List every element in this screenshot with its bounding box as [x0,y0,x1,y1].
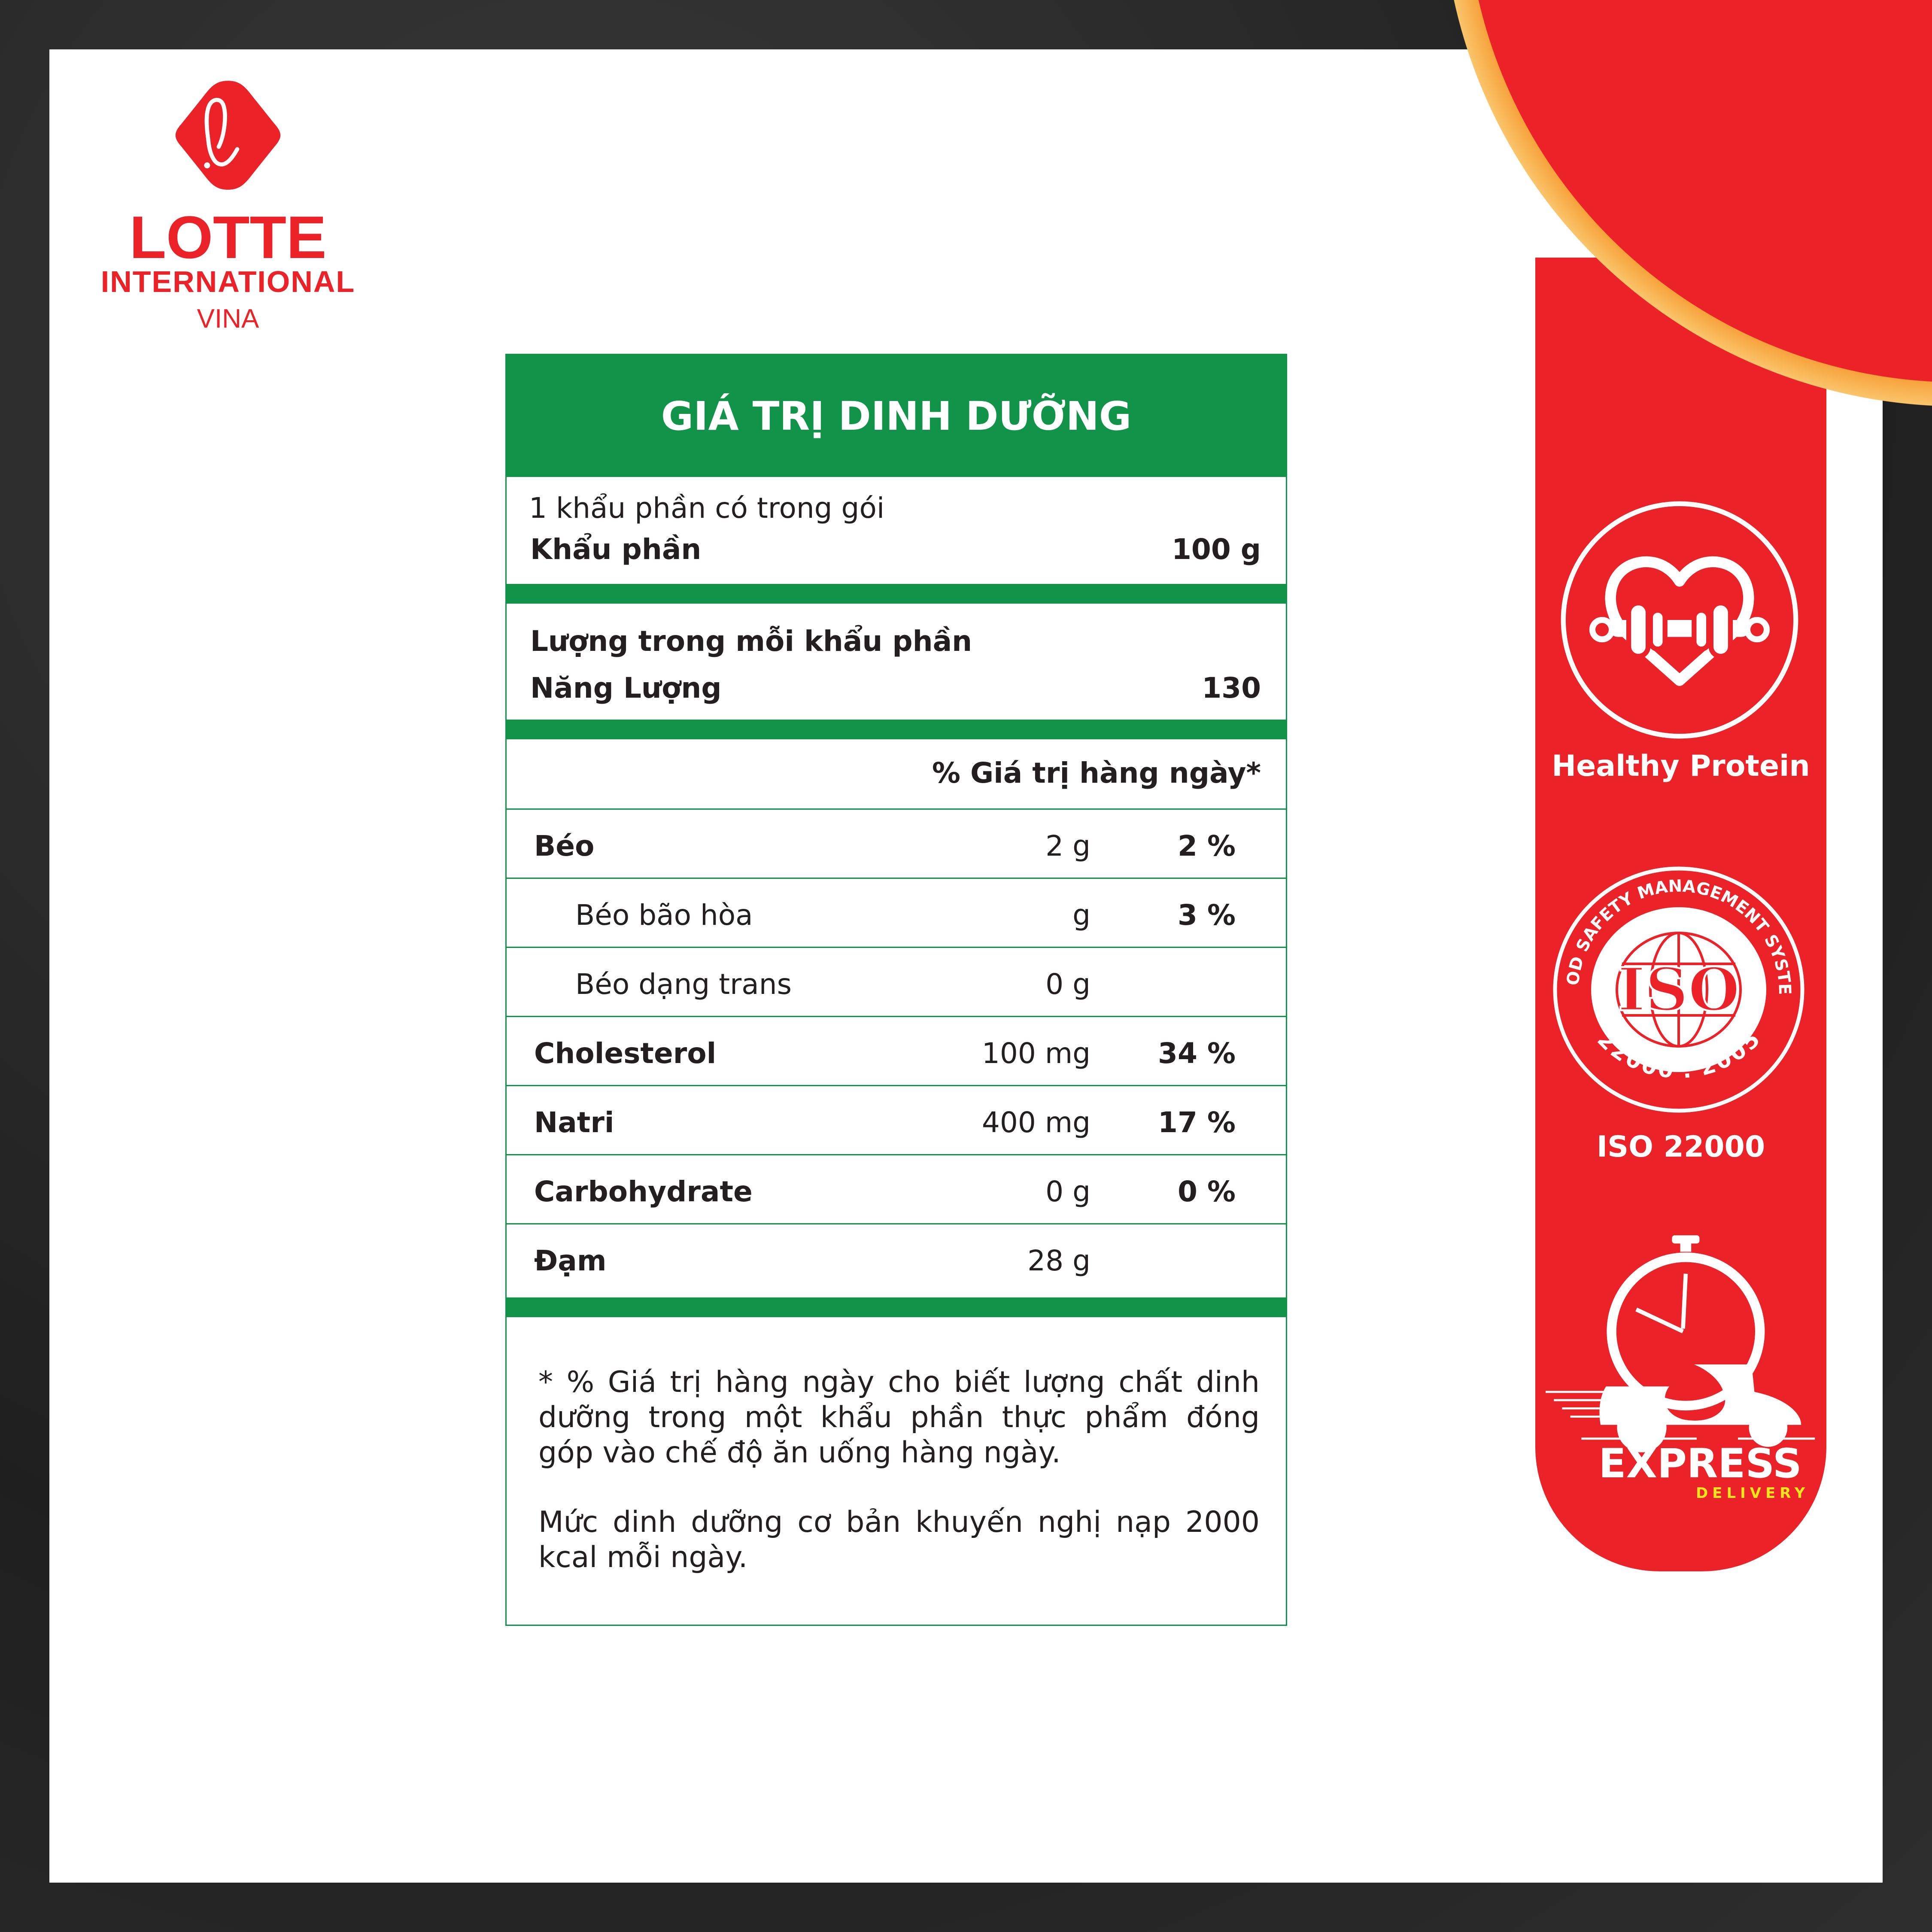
divider-bar [507,720,1286,739]
table-row: Béo dạng trans 0 g [507,947,1286,1016]
nutrient-name: Carbohydrate [534,1175,753,1208]
nutrient-percent: 3 % [1177,899,1236,932]
delivery-label: DELIVERY [1696,1485,1810,1502]
nutrient-amount: 100 mg [981,1037,1091,1070]
nutrient-amount: 0 g [1045,968,1091,1001]
serving-value: 100 g [1172,533,1261,566]
nutrient-percent: 2 % [1177,829,1236,863]
stopwatch-scooter-icon [1546,1235,1815,1452]
lotte-logo-icon [175,81,281,190]
table-row: Natri 400 mg 17 % [507,1085,1286,1154]
nutrient-amount: g [1072,899,1091,932]
nutrient-percent: 17 % [1158,1106,1236,1139]
nutrition-title: GIÁ TRỊ DINH DƯỠNG [507,355,1286,477]
nutrient-percent: 0 % [1177,1175,1236,1208]
seal-center-text: ISO [1618,954,1740,1024]
decor-red-circle [1417,0,1932,412]
per-serving-label: Lượng trong mỗi khẩu phần [530,625,972,658]
iso-label: ISO 22000 [1596,1130,1765,1164]
brand-line3: VINA [197,304,259,334]
iso-seal-icon: ISO FOOD SAFETY MANAGEMENT SYSTEM 22000 … [1550,863,1804,1113]
serving-note: 1 khẩu phần có trong gói [529,492,885,525]
nutrient-name: Béo bão hòa [575,899,753,932]
nutrient-amount: 28 g [1027,1244,1091,1277]
energy-value: 130 [1202,671,1261,705]
nutrient-amount: 0 g [1045,1175,1091,1208]
nutrient-amount: 400 mg [981,1106,1091,1139]
energy-label: Năng Lượng [530,671,722,705]
nutrient-name: Béo [534,829,595,863]
brand-name: LOTTE [129,204,327,271]
nutrient-percent: 34 % [1158,1037,1236,1070]
table-row: Đạm 28 g [507,1223,1286,1292]
table-row: Cholesterol 100 mg 34 % [507,1016,1286,1085]
dv-header: % Giá trị hàng ngày* [932,756,1261,790]
nutrient-name: Béo dạng trans [575,968,792,1001]
healthy-protein-label: Healthy Protein [1552,749,1810,783]
table-row: Carbohydrate 0 g 0 % [507,1154,1286,1223]
divider-bar [507,1297,1286,1317]
nutrient-name: Đạm [534,1244,607,1277]
heart-dumbbell-icon [1561,501,1798,739]
brand-line2: INTERNATIONAL [100,265,355,298]
express-label: EXPRESS [1598,1440,1802,1487]
footnote-kcal: Mức dinh dưỡng cơ bản khuyến nghị nạp 20… [538,1505,1260,1574]
nutrient-name: Natri [534,1106,614,1139]
divider-bar [507,584,1286,604]
nutrition-table: GIÁ TRỊ DINH DƯỠNG 1 khẩu phần có trong … [505,354,1287,1626]
serving-label: Khẩu phần [530,533,702,566]
table-row: Béo 2 g 2 % [507,808,1286,878]
footnote-dv: * % Giá trị hàng ngày cho biết lượng chấ… [538,1365,1260,1470]
nutrient-amount: 2 g [1045,829,1091,863]
nutrient-name: Cholesterol [534,1037,717,1070]
table-row: Béo bão hòa g 3 % [507,878,1286,947]
